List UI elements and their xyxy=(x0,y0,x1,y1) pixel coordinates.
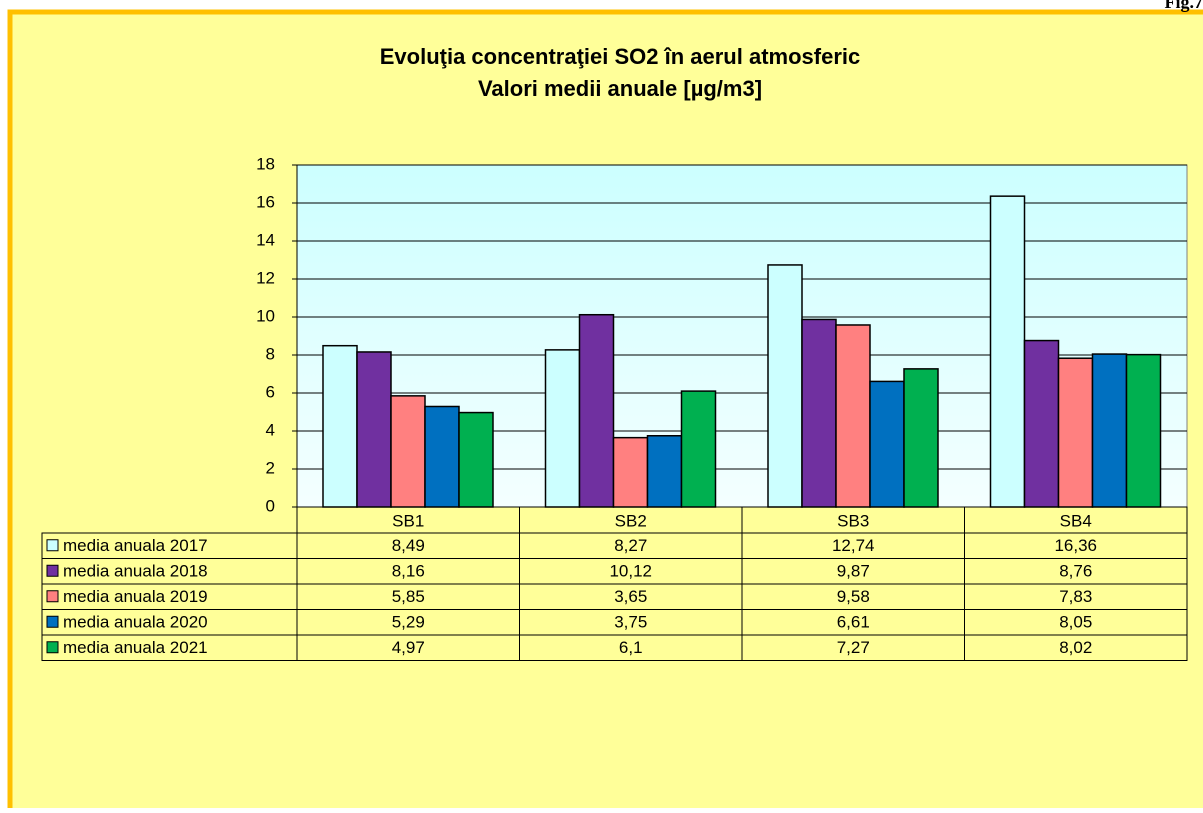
table-value: 5,85 xyxy=(392,587,425,606)
legend-label: media anuala 2017 xyxy=(63,536,208,555)
legend-key xyxy=(47,642,58,653)
table-value: 6,61 xyxy=(837,613,870,632)
y-tick-label: 8 xyxy=(266,344,275,363)
legend-label: media anuala 2020 xyxy=(63,613,208,632)
bar xyxy=(459,413,493,507)
bar xyxy=(802,319,836,507)
legend-label: media anuala 2019 xyxy=(63,587,208,606)
table-value: 8,05 xyxy=(1059,613,1092,632)
x-tick-label: SB4 xyxy=(1060,511,1092,530)
y-tick-label: 10 xyxy=(256,306,275,325)
table-value: 3,65 xyxy=(614,587,647,606)
chart-title: Evoluţia concentraţiei SO2 în aerul atmo… xyxy=(380,44,861,69)
bar xyxy=(1025,341,1059,507)
table-value: 7,27 xyxy=(837,638,870,657)
x-tick-label: SB3 xyxy=(837,511,869,530)
bar xyxy=(904,369,938,507)
bar xyxy=(768,265,802,507)
table-value: 12,74 xyxy=(832,536,875,555)
bar xyxy=(682,391,716,507)
bar xyxy=(1059,358,1093,507)
table-value: 8,27 xyxy=(614,536,647,555)
table-value: 4,97 xyxy=(392,638,425,657)
table-value: 7,83 xyxy=(1059,587,1092,606)
legend-label: media anuala 2021 xyxy=(63,638,208,657)
y-tick-label: 14 xyxy=(256,230,275,249)
y-tick-label: 6 xyxy=(266,382,275,401)
table-value: 6,1 xyxy=(619,638,643,657)
y-tick-label: 18 xyxy=(256,154,275,173)
bar xyxy=(1127,355,1161,507)
table-value: 10,12 xyxy=(609,562,652,581)
y-tick-label: 16 xyxy=(256,192,275,211)
bar xyxy=(836,325,870,507)
table-value: 8,02 xyxy=(1059,638,1092,657)
table-value: 16,36 xyxy=(1054,536,1097,555)
table-value: 8,76 xyxy=(1059,562,1092,581)
table-value: 8,49 xyxy=(392,536,425,555)
bar xyxy=(546,350,580,507)
x-tick-label: SB2 xyxy=(615,511,647,530)
fig-label: Fig.7 xyxy=(1165,0,1203,12)
table-value: 5,29 xyxy=(392,613,425,632)
legend-key xyxy=(47,565,58,576)
legend-label: media anuala 2018 xyxy=(63,562,208,581)
bar xyxy=(357,352,391,507)
y-tick-label: 0 xyxy=(266,496,275,515)
table-value: 9,87 xyxy=(837,562,870,581)
table-value: 8,16 xyxy=(392,562,425,581)
legend-key xyxy=(47,616,58,627)
bar xyxy=(648,436,682,507)
table-value: 9,58 xyxy=(837,587,870,606)
bar xyxy=(391,396,425,507)
legend-key xyxy=(47,591,58,602)
bar xyxy=(991,196,1025,507)
table-value: 3,75 xyxy=(614,613,647,632)
bar xyxy=(425,406,459,507)
y-tick-label: 12 xyxy=(256,268,275,287)
bar xyxy=(1093,354,1127,507)
bar xyxy=(323,346,357,507)
bar xyxy=(870,381,904,507)
legend-key xyxy=(47,540,58,551)
y-tick-label: 2 xyxy=(266,458,275,477)
bar xyxy=(614,438,648,507)
y-tick-label: 4 xyxy=(266,420,275,439)
bar xyxy=(580,315,614,507)
chart-subtitle: Valori medii anuale [µg/m3] xyxy=(478,76,762,101)
x-tick-label: SB1 xyxy=(392,511,424,530)
